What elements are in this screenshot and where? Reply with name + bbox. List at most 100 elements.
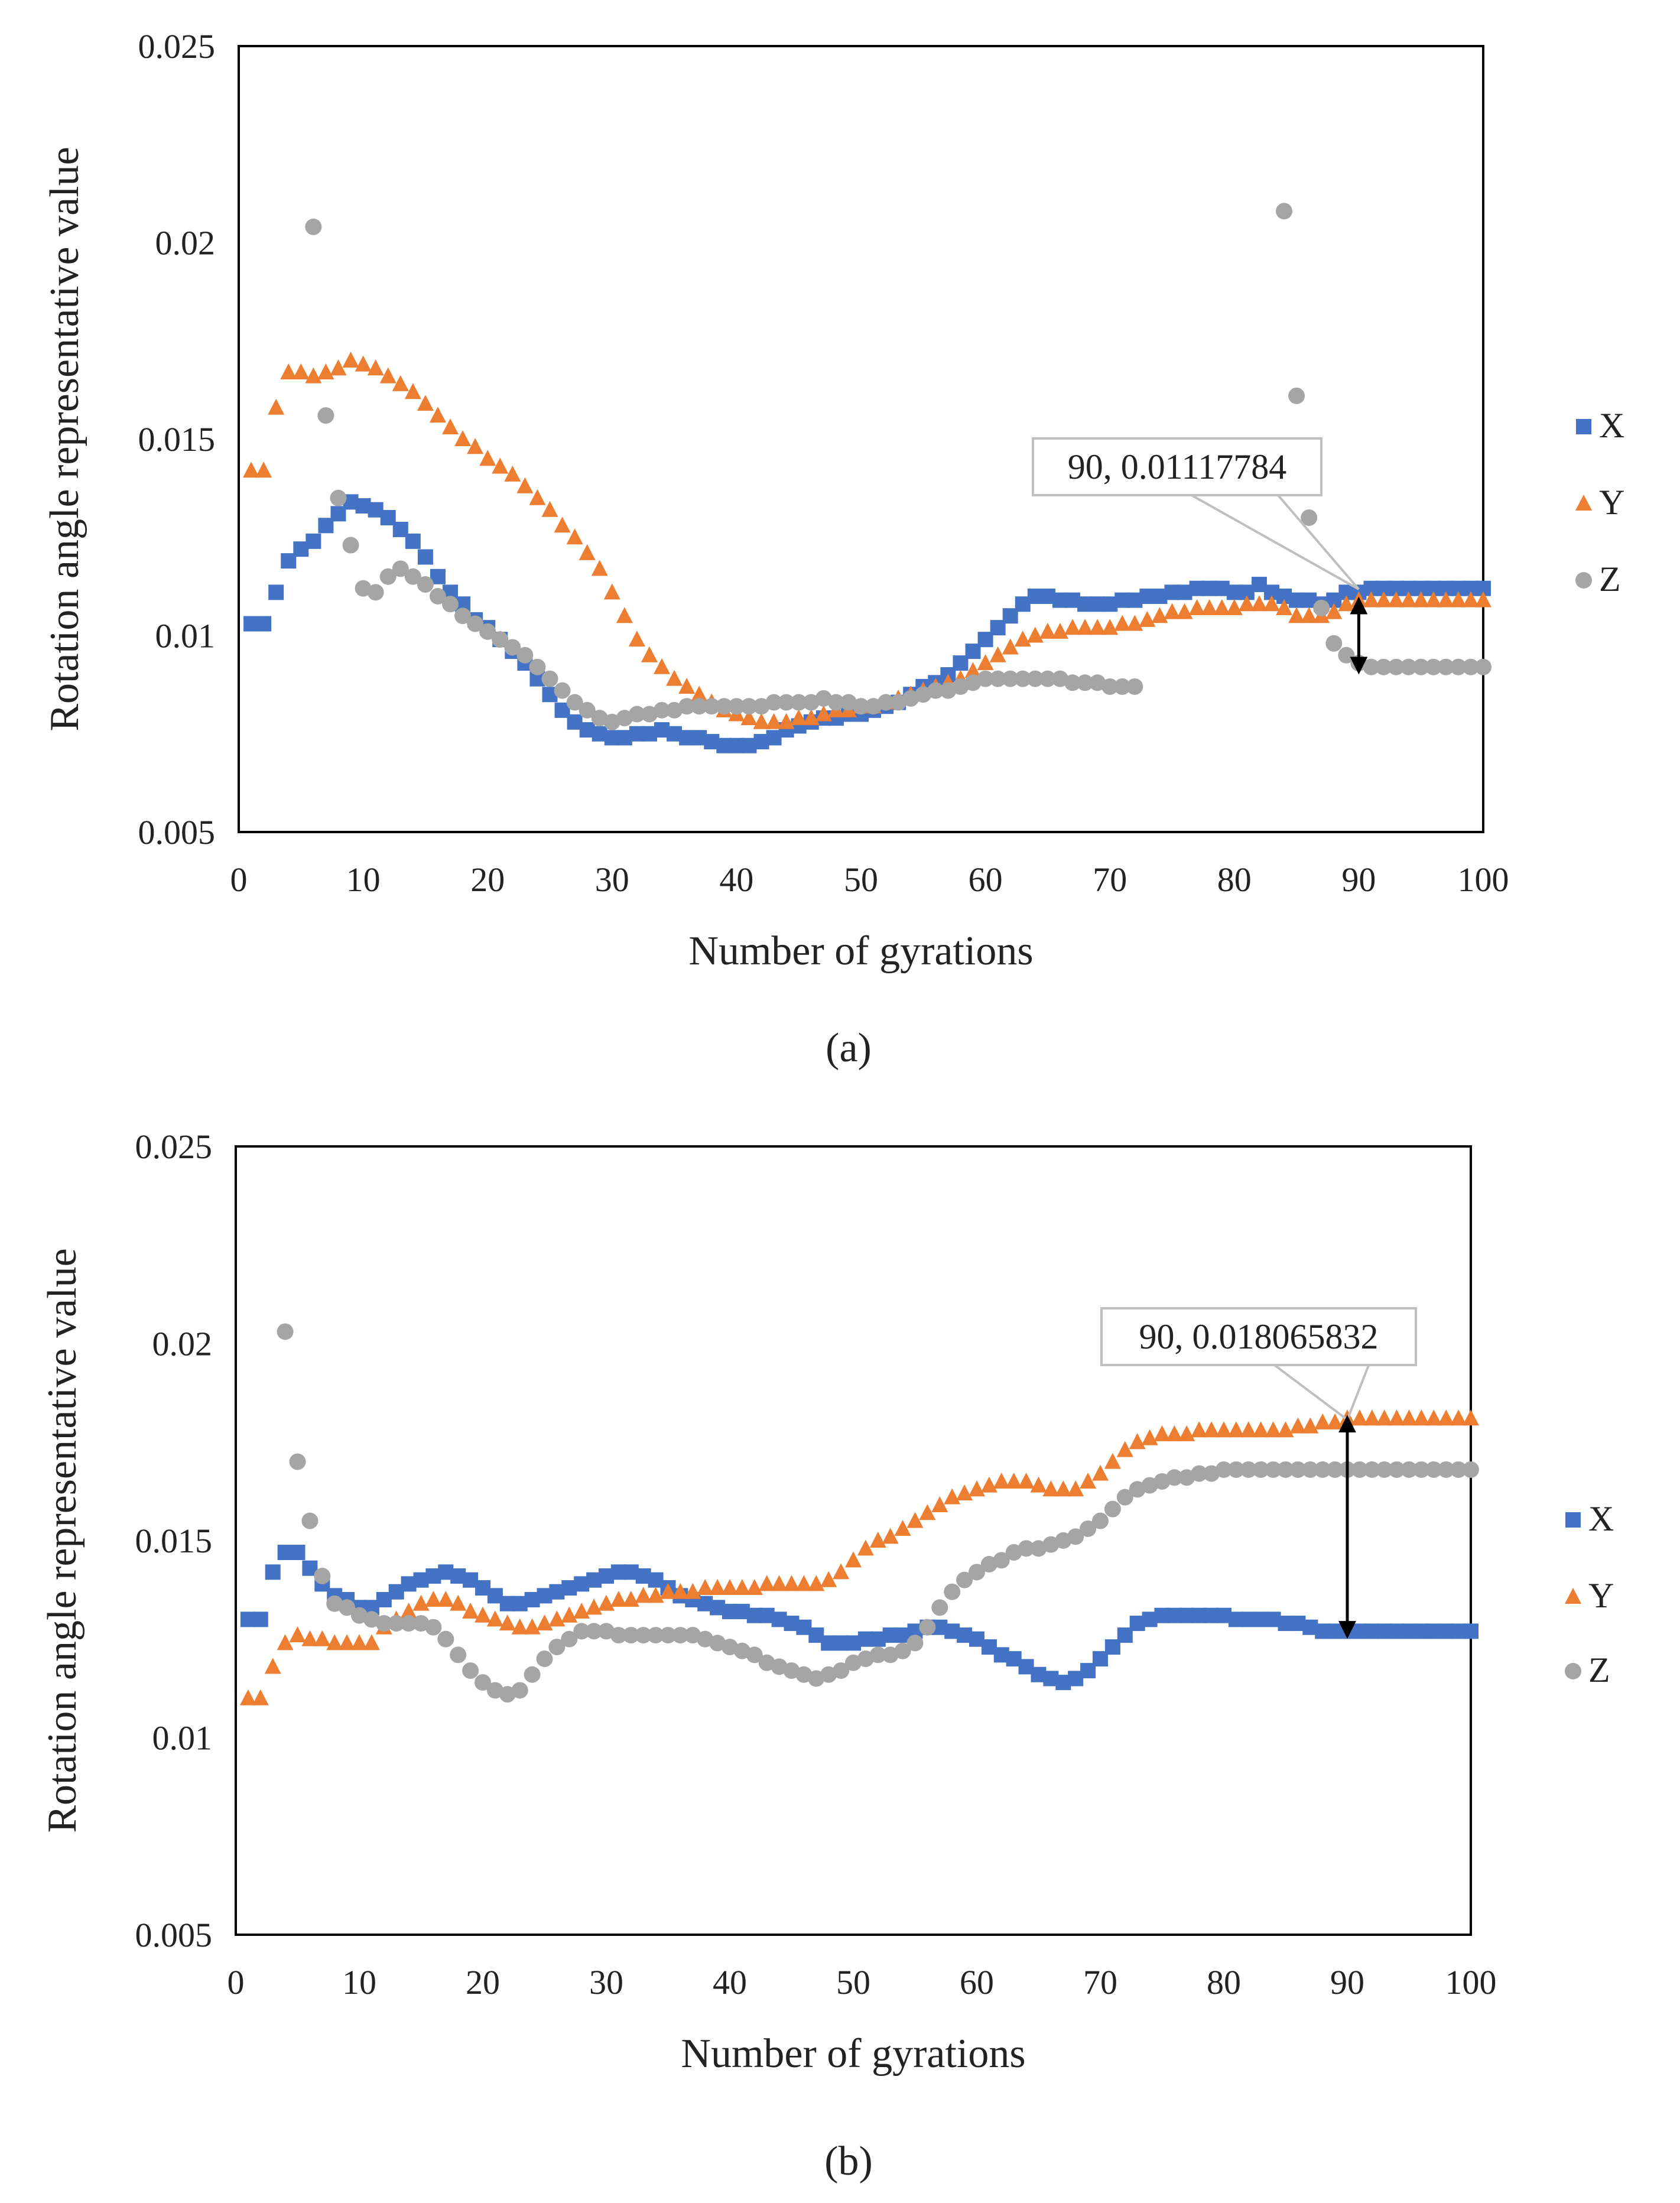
point-x	[306, 533, 321, 549]
point-z	[1216, 1461, 1232, 1478]
x-tick-label: 90	[1341, 860, 1376, 899]
legend-entry-y: Y	[1565, 1576, 1614, 1615]
point-y	[1067, 1480, 1084, 1497]
point-y	[1201, 599, 1218, 615]
point-y	[450, 1594, 467, 1611]
point-z	[1166, 1469, 1183, 1486]
point-y	[1400, 1409, 1418, 1426]
point-y	[566, 528, 583, 545]
point-z	[728, 698, 745, 715]
callout-leader-line	[1277, 494, 1360, 590]
point-y	[1176, 603, 1193, 619]
point-y	[479, 450, 496, 466]
point-y	[277, 1634, 294, 1650]
point-y	[1450, 591, 1467, 607]
point-z	[993, 1552, 1010, 1569]
point-y	[603, 583, 620, 600]
point-z	[790, 694, 807, 711]
point-z	[952, 678, 969, 695]
point-z	[1101, 678, 1119, 695]
point-y	[1288, 607, 1305, 623]
point-y	[462, 1603, 479, 1619]
point-y	[931, 1496, 948, 1512]
point-z	[1438, 1461, 1455, 1478]
point-y	[1240, 1421, 1257, 1438]
point-y	[317, 363, 334, 379]
point-y	[511, 1618, 528, 1635]
point-y	[894, 1519, 911, 1536]
point-y	[1400, 591, 1417, 607]
point-y	[666, 670, 683, 686]
point-x	[268, 584, 284, 600]
point-z	[840, 694, 857, 711]
x-tick-label: 80	[1217, 860, 1252, 899]
point-y	[1227, 1421, 1244, 1438]
point-z	[342, 537, 359, 554]
point-y	[504, 465, 521, 482]
point-z	[902, 690, 919, 707]
x-tick-label: 70	[1093, 860, 1127, 899]
point-y	[919, 1504, 936, 1520]
x-tick-label: 60	[969, 860, 1003, 899]
x-tick-label: 50	[836, 1963, 870, 2001]
point-y	[301, 1630, 319, 1646]
point-y	[1018, 1472, 1035, 1489]
point-y	[1191, 1421, 1208, 1438]
x-tick-label: 0	[228, 1963, 245, 2001]
point-z	[1276, 203, 1293, 220]
point-z	[1376, 1461, 1393, 1478]
point-y	[1450, 1409, 1467, 1426]
point-y	[499, 1614, 516, 1631]
point-y	[977, 654, 994, 671]
x-tick-label: 40	[719, 860, 753, 899]
point-z	[1067, 1528, 1084, 1545]
point-z	[314, 1568, 331, 1585]
y-tick-label: 0.005	[138, 813, 216, 852]
x-tick-label: 40	[713, 1963, 747, 2001]
point-y	[691, 685, 708, 702]
legend: XYZ	[1575, 406, 1624, 599]
legend-marker-x	[1565, 1512, 1581, 1528]
point-z	[379, 568, 397, 585]
annotation: 90, 0.018065832	[1100, 1307, 1417, 1639]
point-z	[1375, 658, 1392, 675]
point-z	[1064, 674, 1081, 691]
legend-entry-z: Z	[1575, 560, 1621, 599]
point-y	[1238, 595, 1255, 612]
point-y	[1375, 591, 1392, 607]
x-tick-label: 60	[960, 1963, 994, 2001]
point-z	[869, 1646, 886, 1663]
point-y	[1412, 591, 1429, 607]
point-z	[437, 1630, 454, 1648]
point-y	[1387, 591, 1405, 607]
x-tick-label: 10	[342, 1963, 376, 2001]
point-z	[659, 1627, 677, 1644]
point-y	[628, 631, 645, 647]
point-y	[778, 713, 795, 729]
point-y	[404, 383, 421, 399]
point-y	[641, 646, 658, 662]
point-z	[400, 1615, 417, 1632]
point-z	[392, 560, 409, 577]
point-y	[1092, 1464, 1109, 1481]
point-y	[635, 1587, 652, 1603]
point-y	[1188, 599, 1205, 615]
plot-area-frame	[235, 1145, 1472, 1936]
point-z	[647, 1627, 664, 1644]
point-z	[1277, 1461, 1294, 1478]
point-z	[1104, 1500, 1121, 1518]
point-z	[554, 682, 571, 699]
point-x	[417, 549, 433, 565]
point-y	[326, 1634, 343, 1650]
point-y	[820, 1571, 837, 1587]
point-y	[672, 1583, 689, 1599]
point-y	[554, 516, 571, 533]
point-z	[355, 580, 372, 597]
point-y	[1116, 1441, 1133, 1457]
data-markers	[243, 203, 1491, 753]
point-y	[492, 457, 509, 474]
point-z	[1388, 1461, 1405, 1478]
point-y	[815, 705, 832, 722]
point-z	[1412, 658, 1429, 675]
